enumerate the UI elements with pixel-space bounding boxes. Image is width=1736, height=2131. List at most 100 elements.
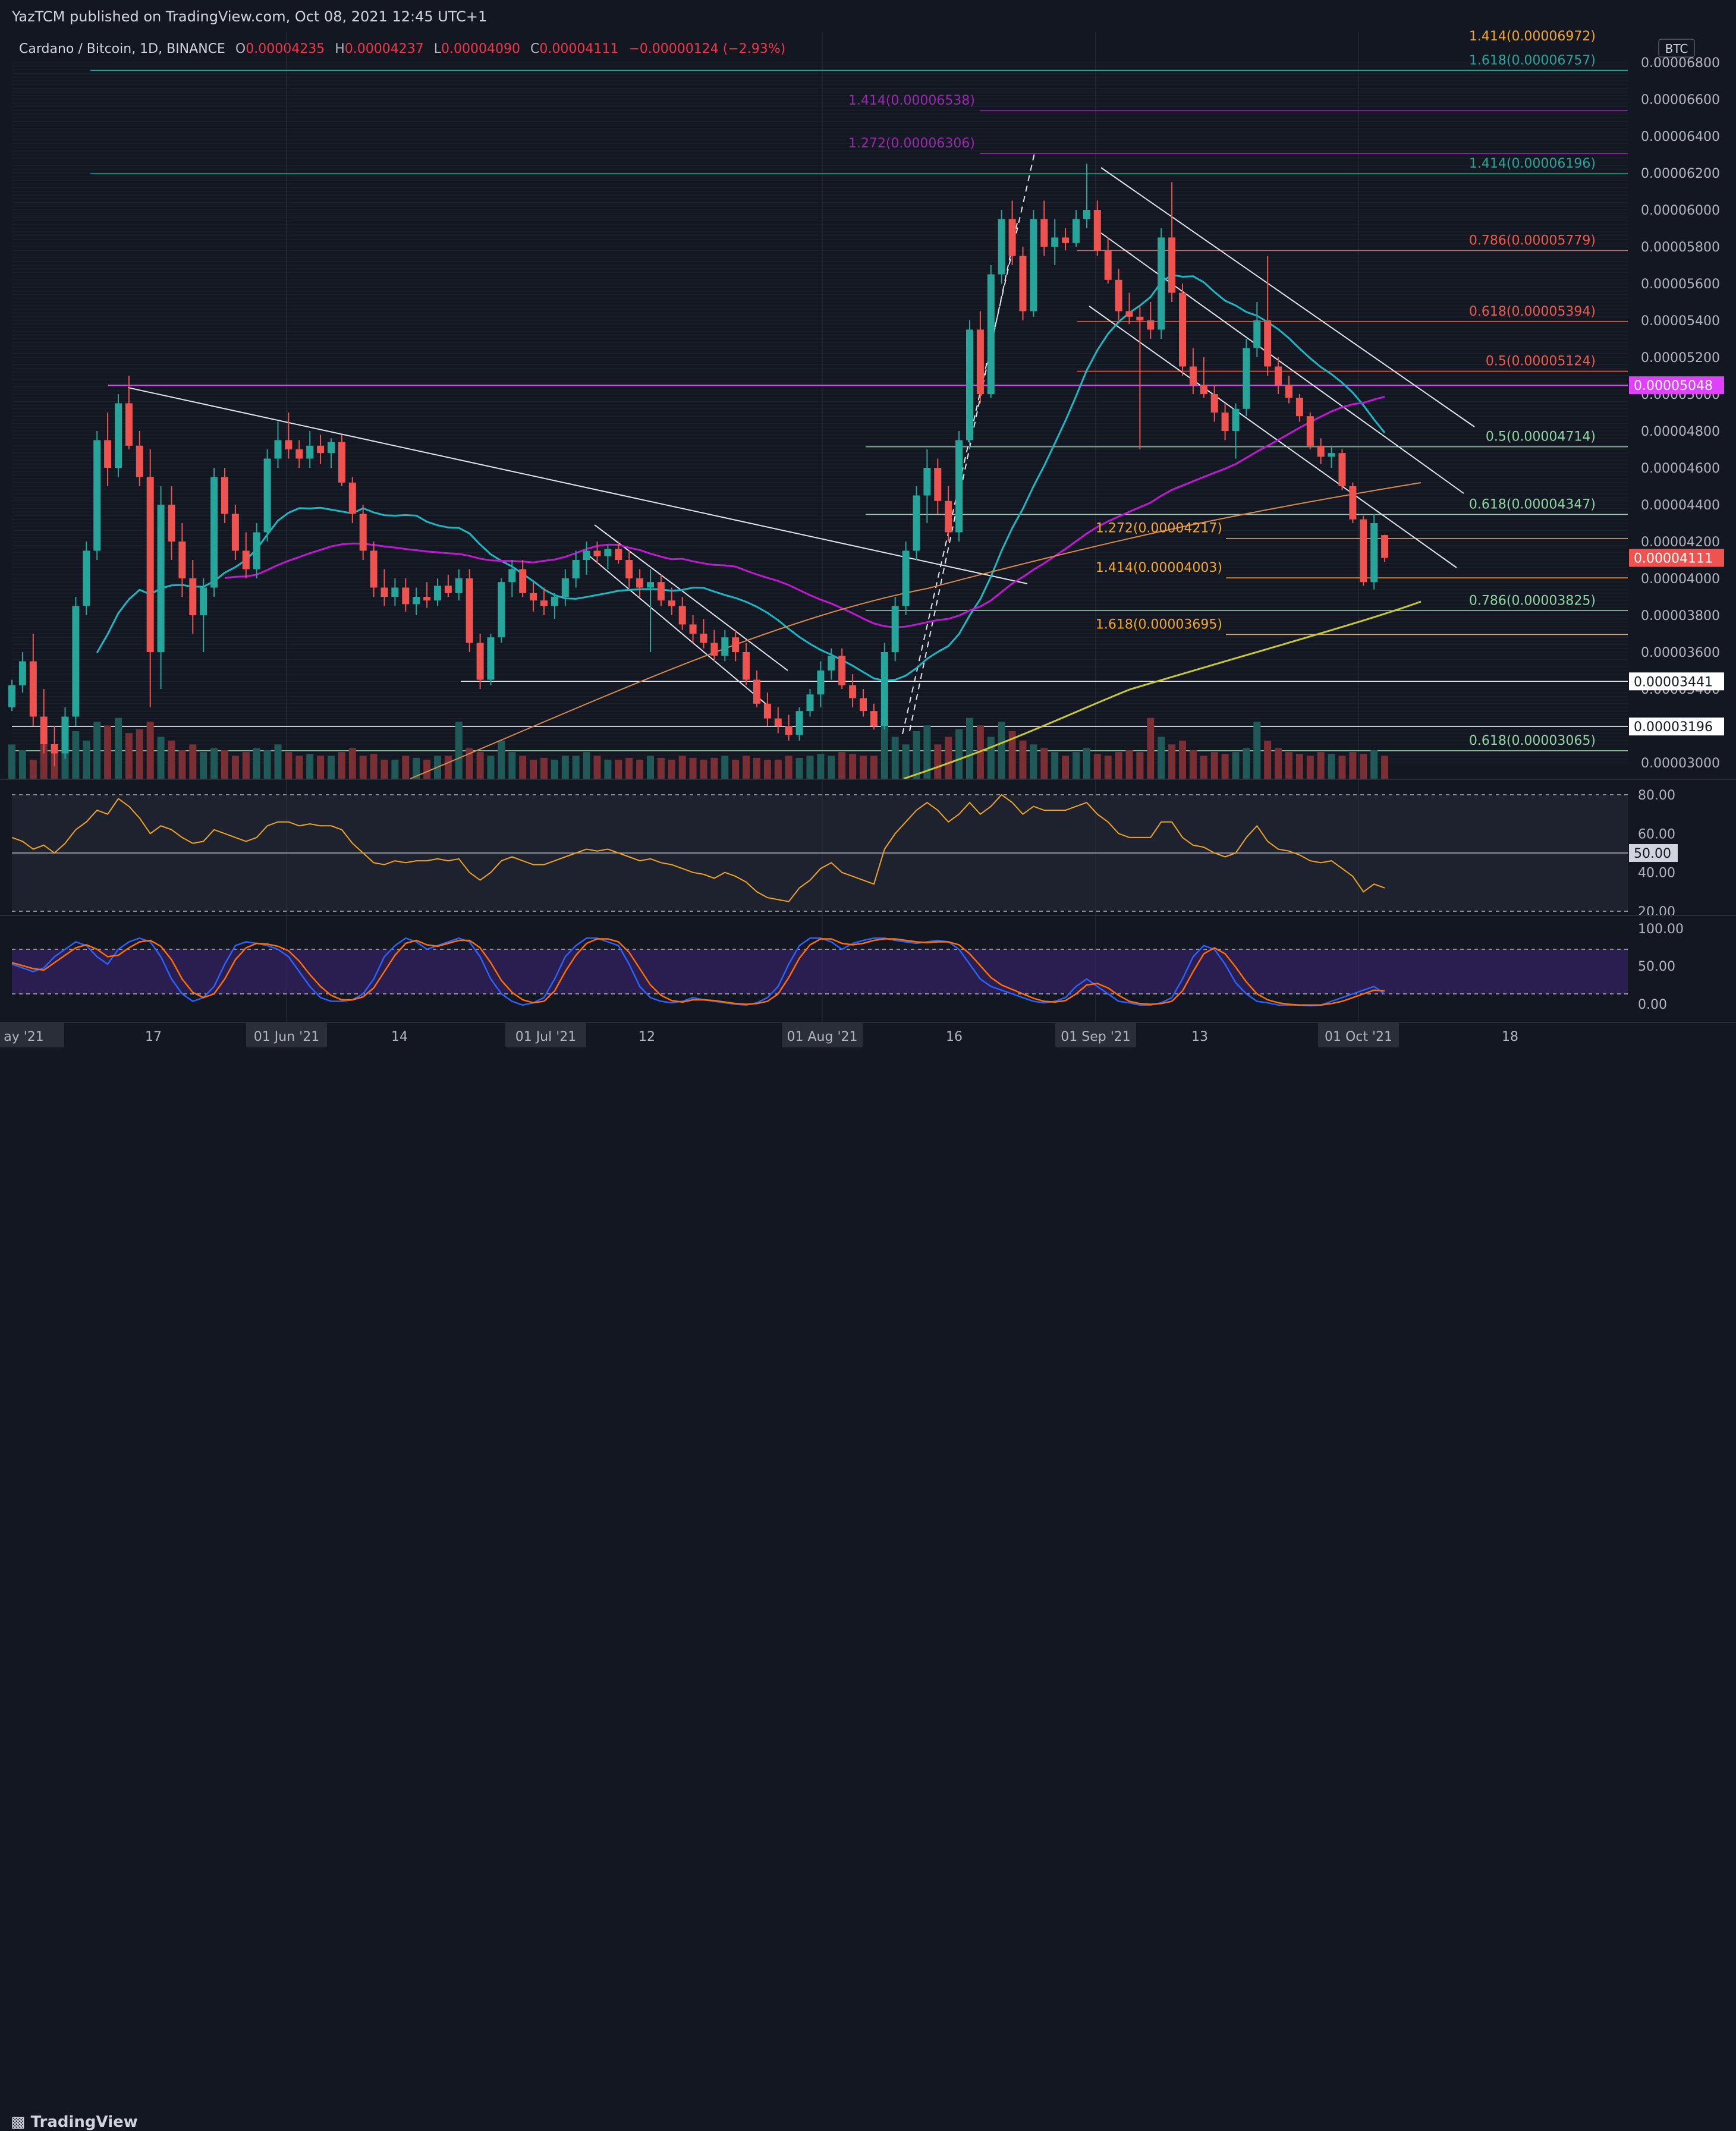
candle-body [1040, 219, 1048, 247]
volume-bar [647, 756, 654, 779]
sma200-line [903, 600, 1421, 780]
candle-body [221, 477, 228, 514]
time-label-box [782, 1022, 863, 1047]
candle-body [540, 600, 548, 606]
candle-body [391, 587, 399, 597]
volume-bar [902, 744, 910, 779]
candle-body [849, 685, 857, 698]
candle-body [700, 634, 707, 643]
volume-bar [891, 736, 899, 779]
volume-bar [1285, 752, 1292, 779]
time-label-box [1318, 1022, 1399, 1047]
volume-bar [1232, 752, 1240, 779]
volume-bar [1019, 741, 1027, 779]
volume-bar [1221, 754, 1229, 779]
price-tick: 0.00005400 [1641, 314, 1720, 329]
volume-bar [540, 757, 548, 779]
open-value: 0.00004235 [246, 42, 325, 56]
volume-bar [1136, 752, 1144, 779]
volume-bar [1264, 741, 1272, 779]
candle-body [253, 532, 260, 569]
volume-bar [402, 756, 410, 779]
low-value: 0.00004090 [441, 42, 520, 56]
volume-layer [8, 717, 1389, 779]
candle-body [1179, 292, 1186, 367]
price-tick: 0.00004600 [1641, 461, 1720, 476]
candle-body [817, 671, 825, 695]
volume-bar [1083, 748, 1090, 779]
fib-label: 0.618(0.00003065) [1469, 734, 1596, 748]
volume-bar [998, 722, 1005, 779]
volume-bar [178, 750, 186, 779]
price-tick: 0.00006200 [1641, 166, 1720, 181]
volume-bar [1317, 752, 1325, 779]
candle-body [615, 549, 622, 560]
volume-bar [987, 736, 995, 779]
volume-bar [498, 741, 505, 779]
fib-label: 1.414(0.00004003) [1096, 561, 1222, 575]
trend-line [127, 387, 1028, 584]
candle-body [647, 582, 654, 588]
volume-bar [828, 756, 835, 779]
candle-body [72, 606, 80, 717]
candle-body [444, 586, 452, 593]
candle-body [1285, 385, 1292, 398]
candle-body [732, 637, 740, 652]
fib-label: 0.5(0.00004714) [1486, 430, 1596, 445]
volume-bar [1040, 748, 1048, 779]
volume-bar [1349, 752, 1357, 779]
volume-bar [753, 757, 760, 779]
volume-bar [1125, 750, 1133, 779]
volume-bar [274, 744, 282, 779]
stoch-d-line [11, 938, 1385, 1006]
volume-bar [1338, 756, 1346, 779]
candle-body [689, 624, 697, 634]
candle-body [806, 694, 814, 712]
volume-bar [721, 756, 729, 779]
candle-body [668, 600, 675, 606]
price-badge-bg [1629, 549, 1724, 567]
trend-line [594, 524, 788, 671]
candle-body [29, 661, 37, 717]
rsi-tick: 80.00 [1638, 788, 1675, 803]
fib-label: 1.618(0.00006757) [1469, 53, 1596, 68]
fib-label: 1.414(0.00006196) [1469, 156, 1596, 171]
candle-body [413, 597, 420, 605]
candle-body [274, 440, 282, 459]
stoch-tick: 50.00 [1638, 959, 1675, 974]
volume-bar [29, 760, 37, 779]
rsi-line [11, 794, 1385, 902]
candle-body [891, 606, 899, 652]
volume-bar [380, 760, 388, 779]
candle-body [604, 549, 612, 556]
time-label: 18 [1502, 1030, 1518, 1044]
chart-svg[interactable]: 1.414(0.00006972) 1.618(0.00006757) 1.414(… [0, 0, 1736, 1093]
symbol-legend: Cardano / Bitcoin, 1D, BINANCE O0.000042… [19, 42, 785, 56]
volume-bar [18, 750, 26, 779]
volume-bar [678, 756, 686, 779]
candle-body [1295, 398, 1303, 417]
volume-bar [913, 731, 920, 779]
candle-body [359, 514, 367, 551]
price-badge: 0.00005048 [1634, 379, 1713, 394]
candle-body [1147, 320, 1155, 330]
stoch-rsi-pane: 100.00 50.00 0.00 [0, 922, 1736, 1023]
candle-body [1019, 256, 1027, 311]
top-bar: YazTCM published on TradingView.com, Oct… [0, 0, 1736, 36]
candle-body [487, 637, 495, 680]
volume-bar [1306, 756, 1314, 779]
candle-body [508, 569, 516, 583]
candle-body [1338, 453, 1346, 486]
tradingview-logo[interactable]: ▩ TradingView [11, 2113, 138, 2131]
volume-bar [168, 741, 175, 779]
price-badge: 0.00003196 [1634, 720, 1713, 735]
candle-body [1370, 523, 1378, 583]
candle-body [61, 716, 69, 754]
close-value: 0.00004111 [539, 42, 619, 56]
candle-body [189, 578, 197, 615]
time-label: 01 Jun '21 [254, 1030, 319, 1044]
high-value: 0.00004237 [344, 42, 424, 56]
candle-body [870, 711, 878, 726]
candle-body [306, 445, 314, 459]
rsi-tick: 20.00 [1638, 905, 1675, 920]
